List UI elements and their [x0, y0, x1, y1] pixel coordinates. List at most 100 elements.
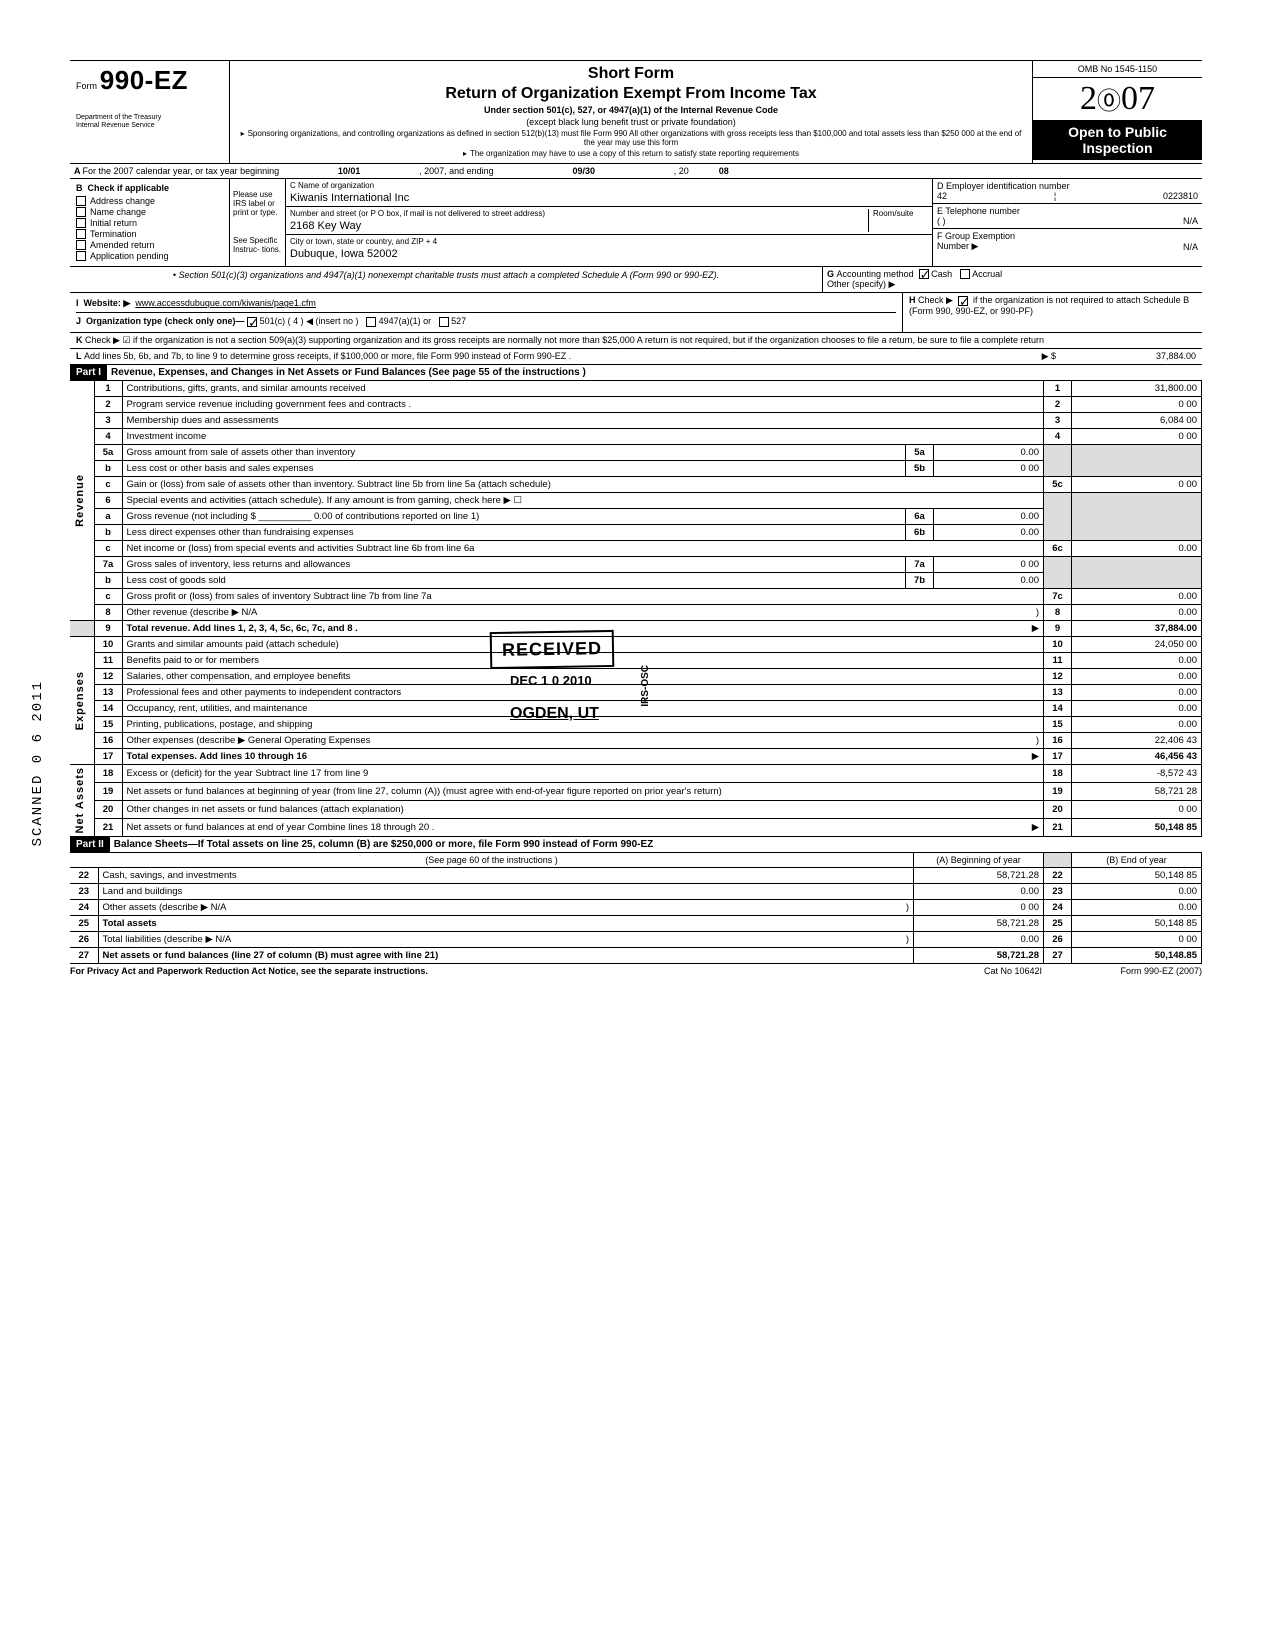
phone: N/A — [1183, 216, 1198, 226]
p2-24b: 0.00 — [1072, 899, 1202, 915]
title-sub: Under section 501(c), 527, or 4947(a)(1)… — [238, 105, 1024, 115]
revenue-label: Revenue — [74, 474, 86, 527]
part2-table: (See page 60 of the instructions ) (A) B… — [70, 853, 1202, 964]
line8-amt: 0.00 — [1072, 605, 1202, 621]
line10-amt: 24,050 00 — [1072, 637, 1202, 653]
p2-25a: 58,721.28 — [914, 915, 1044, 931]
footer: For Privacy Act and Paperwork Reduction … — [70, 964, 1202, 976]
city: Dubuque, Iowa 52002 — [290, 248, 928, 260]
line-a: A For the 2007 calendar year, or tax yea… — [70, 164, 1202, 179]
p2-27b: 50,148.85 — [1072, 947, 1202, 963]
part1-header: Part I Revenue, Expenses, and Changes in… — [70, 365, 1202, 381]
dept-irs: Internal Revenue Service — [76, 122, 223, 130]
chk-527[interactable] — [439, 317, 449, 327]
section-bcdef: B Check if applicable Address change Nam… — [70, 179, 1202, 267]
col-c-name: C Name of organization Kiwanis Internati… — [286, 179, 932, 266]
line7c-amt: 0.00 — [1072, 589, 1202, 605]
line7b-amt: 0.00 — [934, 573, 1044, 589]
street-label: Number and street (or P O box, if mail i… — [290, 209, 868, 218]
line1-amt: 31,800.00 — [1072, 381, 1202, 397]
chk-address-change[interactable]: Address change — [76, 196, 223, 206]
org-name-label: C Name of organization — [290, 181, 928, 190]
p2-26b: 0 00 — [1072, 931, 1202, 947]
group-exempt-val: N/A — [1183, 242, 1198, 252]
chk-schedule-b[interactable] — [958, 296, 968, 306]
p2-27a: 58,721.28 — [914, 947, 1044, 963]
tax-year-end: 09/30 — [494, 166, 674, 176]
chk-501c[interactable] — [247, 317, 257, 327]
tax-year-end-yr: 08 — [689, 166, 729, 176]
line20-amt: 0 00 — [1072, 800, 1202, 818]
expenses-label: Expenses — [74, 671, 86, 730]
chk-name-change[interactable]: Name change — [76, 207, 223, 217]
p2-23b: 0.00 — [1072, 883, 1202, 899]
title-short: Short Form — [238, 65, 1024, 83]
p2-23a: 0.00 — [914, 883, 1044, 899]
gross-receipts: 37,884.00 — [1056, 351, 1196, 362]
line5a-amt: 0.00 — [934, 445, 1044, 461]
line15-amt: 0.00 — [1072, 717, 1202, 733]
p2-26a: 0.00 — [914, 931, 1044, 947]
open-public: Open to Public Inspection — [1033, 120, 1202, 160]
chk-4947[interactable] — [366, 317, 376, 327]
col-c: Please use IRS label or print or type. S… — [230, 179, 932, 266]
form-header: Form 990-EZ Department of the Treasury I… — [70, 60, 1202, 164]
line6c-amt: 0.00 — [1072, 541, 1202, 557]
form-prefix: Form — [76, 81, 97, 91]
chk-termination[interactable]: Termination — [76, 229, 223, 239]
chk-accrual[interactable] — [960, 269, 970, 279]
line14-amt: 0.00 — [1072, 701, 1202, 717]
group-exempt-label: F Group Exemption — [937, 231, 1015, 241]
part2-header: Part II Balance Sheets—If Total assets o… — [70, 837, 1202, 853]
line9-amt: 37,884.00 — [1072, 621, 1202, 637]
col-a-label: (A) Beginning of year — [914, 853, 1044, 868]
website: www.accessdubuque.com/kiwanis/page1.cfm — [135, 298, 316, 308]
footer-cat: Cat No 10642I — [984, 966, 1042, 976]
tax-year-begin: 10/01 — [279, 166, 419, 176]
chk-initial-return[interactable]: Initial return — [76, 218, 223, 228]
ein-prefix: 42 — [937, 191, 947, 201]
line6b-amt: 0.00 — [934, 525, 1044, 541]
street: 2168 Key Way — [290, 220, 868, 232]
line6a-amt: 0.00 — [934, 509, 1044, 525]
line3-amt: 6,084 00 — [1072, 413, 1202, 429]
chk-amended-return[interactable]: Amended return — [76, 240, 223, 250]
line12-amt: 0.00 — [1072, 669, 1202, 685]
p2-22a: 58,721.28 — [914, 867, 1044, 883]
footer-privacy: For Privacy Act and Paperwork Reduction … — [70, 966, 984, 976]
title-fine1: Sponsoring organizations, and controllin… — [238, 129, 1024, 147]
netassets-label: Net Assets — [74, 767, 86, 833]
title-box: Short Form Return of Organization Exempt… — [230, 61, 1032, 163]
line4-amt: 0 00 — [1072, 429, 1202, 445]
title-fine2: The organization may have to use a copy … — [238, 149, 1024, 158]
chk-application-pending[interactable]: Application pending — [76, 251, 223, 261]
omb-box: OMB No 1545-1150 2⓪07 Open to Public Ins… — [1032, 61, 1202, 163]
omb-number: OMB No 1545-1150 — [1033, 61, 1202, 78]
chk-cash[interactable] — [919, 269, 929, 279]
title-sub2: (except black lung benefit trust or priv… — [238, 117, 1024, 127]
section-h: H Check ▶ if the organization is not req… — [902, 293, 1202, 332]
line17-amt: 46,456 43 — [1072, 749, 1202, 765]
col-c-instructions: Please use IRS label or print or type. S… — [230, 179, 286, 266]
scanned-stamp-side: SCANNED 0 6 2011 — [30, 680, 46, 846]
phone-label: E Telephone number — [937, 206, 1198, 216]
city-label: City or town, state or country, and ZIP … — [290, 237, 928, 246]
col-def: D Employer identification number 42¦0223… — [932, 179, 1202, 266]
row-ij-h: I Website: ▶ www.accessdubuque.com/kiwan… — [70, 293, 1202, 333]
tax-year: 2⓪07 — [1033, 78, 1202, 120]
footer-form: Form 990-EZ (2007) — [1042, 966, 1202, 976]
line13-amt: 0.00 — [1072, 685, 1202, 701]
p2-25b: 50,148 85 — [1072, 915, 1202, 931]
line5c-amt: 0 00 — [1072, 477, 1202, 493]
bullet-501c3: • Section 501(c)(3) organizations and 49… — [70, 267, 822, 293]
form-id-box: Form 990-EZ Department of the Treasury I… — [70, 61, 230, 163]
line2-amt: 0 00 — [1072, 397, 1202, 413]
row-bullet-g: • Section 501(c)(3) organizations and 49… — [70, 267, 1202, 294]
p2-24a: 0 00 — [914, 899, 1044, 915]
line5b-amt: 0 00 — [934, 461, 1044, 477]
org-name: Kiwanis International Inc — [290, 192, 928, 204]
ein-label: D Employer identification number — [937, 181, 1198, 191]
line21-amt: 50,148 85 — [1072, 818, 1202, 836]
expenses-table: Expenses 10Grants and similar amounts pa… — [70, 637, 1202, 765]
line7a-amt: 0 00 — [934, 557, 1044, 573]
